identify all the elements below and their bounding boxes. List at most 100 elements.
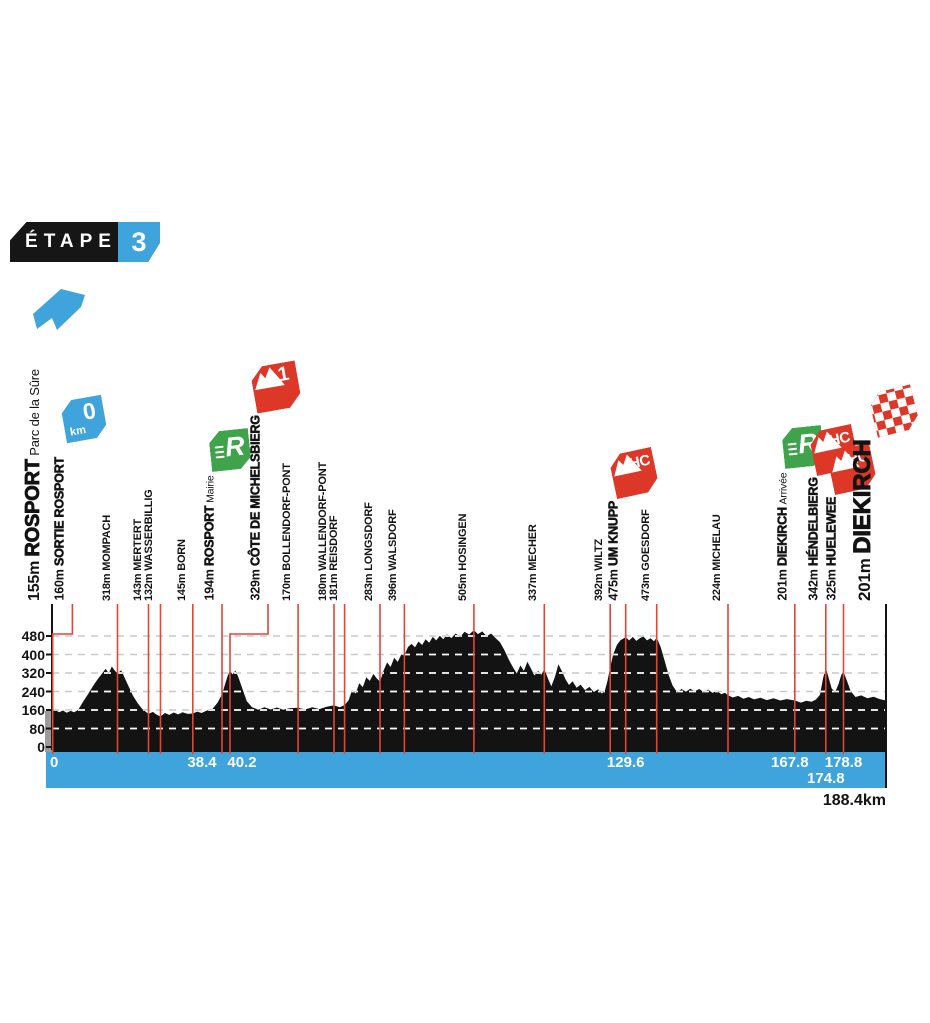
waypoint-label: 170m BOLLENDORF-PONT	[281, 463, 294, 601]
waypoint-name: UM KNUPP	[606, 500, 621, 567]
waypoint-label: 132m WASSERBILLIG	[143, 489, 156, 601]
waypoint-elevation: 283m	[363, 570, 376, 601]
waypoint-name: GOESDORF	[639, 509, 652, 571]
elevation-axis-label: 160	[21, 702, 45, 718]
elevation-axis-label: 400	[21, 646, 45, 663]
distance-label: 129.6	[606, 754, 645, 771]
waypoint-label: 224m MICHELAU	[710, 514, 723, 601]
waypoint-name: DIEKIRCH	[775, 507, 790, 567]
waypoint-label: 505m HOSINGEN	[456, 513, 469, 601]
waypoint-label: 194m ROSPORT Mairie	[202, 475, 217, 601]
waypoint-label: 318m MOMPACH	[100, 514, 113, 601]
distance-bar	[46, 752, 886, 788]
waypoint-label: 145m BORN	[175, 539, 188, 601]
hc-climb-icon: HC	[608, 447, 660, 499]
waypoint-name: REISDORF	[327, 515, 340, 571]
waypoint-label: 155m ROSPORT Parc de la Sûre	[21, 369, 44, 601]
waypoint-label: 342m HÉNDELBIERG	[806, 477, 821, 601]
waypoint-elevation: 160m	[52, 566, 67, 601]
stage-start-arrow-icon	[33, 289, 85, 330]
waypoint-name: HOSINGEN	[456, 513, 469, 571]
waypoint-elevation: 145m	[175, 570, 188, 601]
waypoint-elevation: 473m	[639, 570, 652, 601]
waypoint-elevation: 396m	[387, 570, 400, 601]
waypoint-label: 160m SORTIE ROSPORT	[52, 457, 68, 601]
waypoint-elevation: 318m	[100, 570, 113, 601]
waypoint-label: 143m MERTERT	[131, 519, 144, 601]
waypoint-label: 181m REISDORF	[327, 515, 340, 601]
mountain-icon	[250, 363, 286, 391]
stage-number: 3	[118, 222, 160, 262]
waypoint-name: CÔTE DE MICHELSBIERG	[248, 415, 263, 567]
waypoint-line	[51, 604, 74, 754]
waypoint-name: WILTZ	[593, 539, 606, 571]
elevation-axis-label: 80	[29, 720, 45, 737]
cat1-climb-icon: 1	[249, 360, 302, 413]
waypoint-elevation: 329m	[248, 566, 263, 601]
waypoint-suffix: Mairie	[204, 475, 217, 506]
waypoint-label: 337m MECHER	[527, 524, 540, 601]
feed-bag-lines-icon	[214, 443, 225, 461]
waypoint-elevation: 342m	[806, 566, 821, 601]
waypoint-elevation: 181m	[327, 570, 340, 601]
stage-badge-label: ÉTAPE	[25, 231, 117, 252]
waypoint-label: 475m UM KNUPP	[606, 500, 621, 601]
waypoint-label: 473m GOESDORF	[639, 509, 652, 601]
waypoint-elevation: 475m	[606, 566, 621, 601]
waypoint-suffix: Arrivée	[777, 472, 790, 508]
waypoint-name: WASSERBILLIG	[143, 489, 156, 571]
distance-label: 40.2	[227, 754, 257, 771]
waypoint-elevation: 132m	[143, 570, 156, 601]
elevation-axis-label: 240	[21, 683, 45, 700]
waypoint-name: MOMPACH	[100, 514, 113, 571]
waypoint-label: 396m WALSDORF	[387, 509, 400, 601]
waypoint-name: SORTIE ROSPORT	[52, 457, 68, 567]
waypoint-name: HÉNDELBIERG	[806, 477, 821, 567]
distance-label: 174.8	[807, 770, 845, 787]
waypoint-label: 392m WILTZ	[593, 539, 606, 601]
waypoint-name: DIEKIRCH	[848, 439, 876, 554]
distance-label: 0	[50, 754, 59, 771]
waypoint-elevation: 155m	[25, 556, 43, 601]
distance-label: 178.8	[824, 754, 863, 771]
total-distance-label: 188.4km	[822, 792, 886, 809]
waypoint-elevation: 337m	[527, 570, 540, 601]
waypoint-elevation: 170m	[281, 570, 294, 601]
waypoint-name: ROSPORT	[202, 505, 217, 567]
waypoint-name: HUELEWEE	[824, 496, 839, 567]
waypoint-elevation: 201m	[854, 553, 874, 601]
waypoint-elevation: 224m	[710, 570, 723, 601]
waypoint-name: ROSPORT	[21, 459, 44, 557]
waypoint-elevation: 392m	[593, 570, 606, 601]
waypoint-elevation: 143m	[131, 570, 144, 601]
waypoint-label: 201m DIEKIRCH	[848, 439, 876, 601]
waypoint-name: WALSDORF	[387, 509, 400, 571]
waypoint-elevation: 505m	[456, 570, 469, 601]
waypoint-suffix: Parc de la Sûre	[26, 369, 42, 460]
waypoint-name: MERTERT	[131, 519, 144, 571]
distance-label: 167.8	[771, 754, 809, 771]
waypoint-name: LONGSDORF	[363, 502, 376, 571]
start-block	[45, 711, 53, 752]
waypoint-name: MICHELAU	[710, 514, 723, 571]
waypoint-label: 283m LONGSDORF	[363, 502, 376, 601]
hc-climb-icon: HC	[825, 443, 877, 495]
waypoint-label: 329m CÔTE DE MICHELSBIERG	[248, 415, 263, 601]
waypoint-elevation: 325m	[824, 566, 838, 601]
waypoint-name: BORN	[175, 539, 188, 571]
elevation-axis-label: 480	[21, 628, 45, 644]
elevation-axis-label: 0	[37, 739, 45, 755]
waypoint-elevation: 194m	[202, 566, 217, 601]
elevation-axis-label: 320	[21, 665, 45, 681]
waypoint-name: MECHER	[527, 524, 540, 571]
mountain-icon	[809, 427, 843, 455]
waypoint-label: 325m HUELEWEE	[824, 496, 839, 601]
stage-badge: ÉTAPE 3	[10, 222, 160, 262]
feed-bag-lines-icon	[787, 440, 798, 458]
waypoint-name: BOLLENDORF-PONT	[281, 463, 294, 571]
waypoint-label: 201m DIEKIRCH Arrivée	[775, 472, 790, 601]
hc-climb-icon: HC	[808, 424, 860, 476]
waypoint-elevation: 201m	[775, 566, 790, 601]
